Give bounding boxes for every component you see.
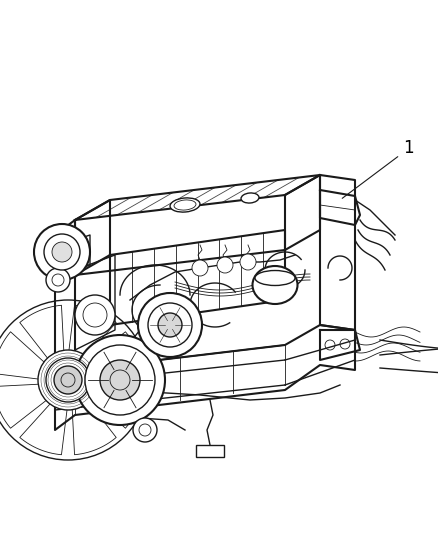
Circle shape <box>38 350 98 410</box>
Circle shape <box>34 224 90 280</box>
Circle shape <box>46 268 70 292</box>
Circle shape <box>54 366 82 394</box>
Ellipse shape <box>252 266 297 304</box>
Circle shape <box>100 360 140 400</box>
Circle shape <box>217 257 233 273</box>
Circle shape <box>44 234 80 270</box>
Circle shape <box>75 335 165 425</box>
Circle shape <box>240 254 256 270</box>
Circle shape <box>133 418 157 442</box>
Circle shape <box>75 295 115 335</box>
FancyBboxPatch shape <box>196 445 224 457</box>
Ellipse shape <box>255 271 295 286</box>
Ellipse shape <box>241 193 259 203</box>
Ellipse shape <box>170 198 200 212</box>
Circle shape <box>46 358 90 402</box>
Circle shape <box>158 313 182 337</box>
Circle shape <box>192 260 208 276</box>
Circle shape <box>52 242 72 262</box>
Circle shape <box>148 303 192 347</box>
Circle shape <box>85 345 155 415</box>
Circle shape <box>138 293 202 357</box>
Text: 1: 1 <box>403 139 413 157</box>
